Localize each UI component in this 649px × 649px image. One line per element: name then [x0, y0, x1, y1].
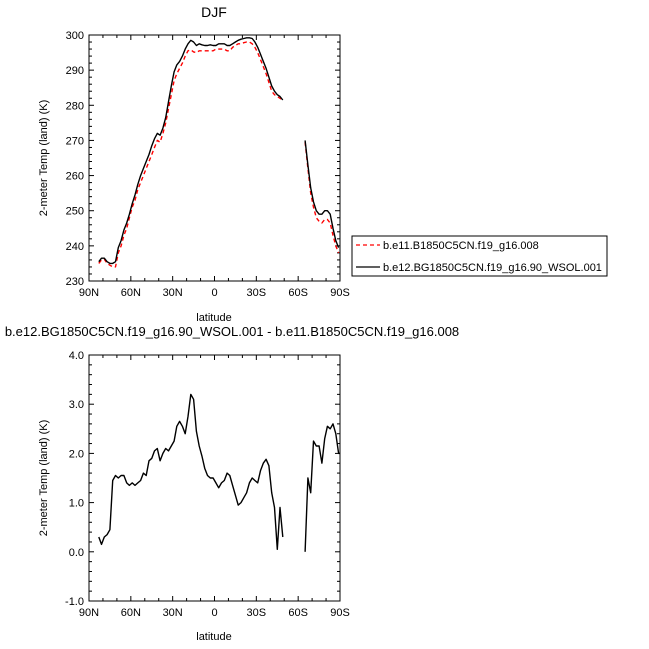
legend-box	[351, 235, 608, 277]
top-x-tick-label: 60S	[288, 287, 308, 299]
bottom-chart-title: b.e12.BG1850C5CN.f19_g16.90_WSOL.001 - b…	[5, 324, 459, 339]
top-y-tick-label: 250	[66, 206, 84, 218]
top-chart-title: DJF	[201, 4, 227, 20]
top-plot-frame	[88, 34, 341, 282]
bottom-panel: b.e12.BG1850C5CN.f19_g16.90_WSOL.001 - b…	[5, 324, 459, 643]
top-x-tick-label: 30N	[163, 287, 183, 299]
bottom-x-tick-label: 90S	[330, 607, 350, 619]
top-y-tick-label: 230	[66, 276, 84, 288]
top-x-axis-label: latitude	[196, 312, 231, 324]
bottom-y-tick-label: 4.0	[69, 350, 84, 362]
top-x-tick-label: 30S	[247, 287, 267, 299]
top-series-2-line	[304, 140, 340, 248]
top-ticks: 90N 60N 30N 0 30S 60S 90S 230 240 250 260 270 280 290…	[66, 30, 350, 299]
bottom-y-tick-label: 3.0	[69, 399, 84, 411]
bottom-y-tick-label: 0.0	[69, 547, 84, 559]
bottom-y-tick-label: 2.0	[69, 448, 84, 460]
bottom-y-axis-label: 2-meter Temp (land) (K)	[38, 420, 50, 537]
bottom-series-1-line	[98, 393, 284, 550]
top-y-axis-label: 2-meter Temp (land) (K)	[38, 100, 50, 217]
top-series-1-line	[98, 41, 284, 268]
top-y-tick-label: 280	[66, 100, 84, 112]
top-x-tick-label: 0	[211, 287, 217, 299]
legend-label-series-1: b.e11.B1850C5CN.f19_g16.008	[383, 240, 539, 252]
top-x-tick-label: 90S	[330, 287, 350, 299]
bottom-x-tick-label: 60S	[288, 607, 308, 619]
bottom-series-1-line	[304, 423, 340, 552]
bottom-x-tick-label: 60N	[121, 607, 141, 619]
top-y-tick-label: 240	[66, 241, 84, 253]
top-y-tick-label: 300	[66, 30, 84, 42]
top-y-tick-label: 270	[66, 135, 84, 147]
legend: b.e11.B1850C5CN.f19_g16.008 b.e12.BG1850…	[351, 235, 608, 277]
top-y-tick-label: 260	[66, 171, 84, 183]
bottom-y-tick-label: 1.0	[69, 498, 84, 510]
bottom-series-group	[98, 393, 340, 552]
bottom-x-tick-label: 0	[211, 607, 217, 619]
top-x-tick-label: 60N	[121, 287, 141, 299]
bottom-x-tick-label: 30N	[163, 607, 183, 619]
top-y-tick-label: 290	[66, 65, 84, 77]
top-series-group	[98, 37, 340, 268]
bottom-ticks: 90N 60N 30N 0 30S 60S 90S -1.0 0.0 1.0 2.0 3.0 4.0	[65, 350, 350, 619]
top-series-2-line	[98, 37, 284, 265]
bottom-x-tick-label: 30S	[247, 607, 267, 619]
bottom-plot-frame	[88, 354, 341, 602]
legend-label-series-2: b.e12.BG1850C5CN.f19_g16.90_WSOL.001	[383, 262, 602, 274]
bottom-y-tick-label: -1.0	[65, 596, 84, 608]
top-x-tick-label: 90N	[79, 287, 99, 299]
top-series-1-line	[304, 142, 340, 254]
bottom-x-axis-label: latitude	[196, 631, 231, 643]
bottom-x-tick-label: 90N	[79, 607, 99, 619]
top-panel: DJF latitude 2-meter Temp (land) (K) 90N…	[38, 4, 350, 324]
